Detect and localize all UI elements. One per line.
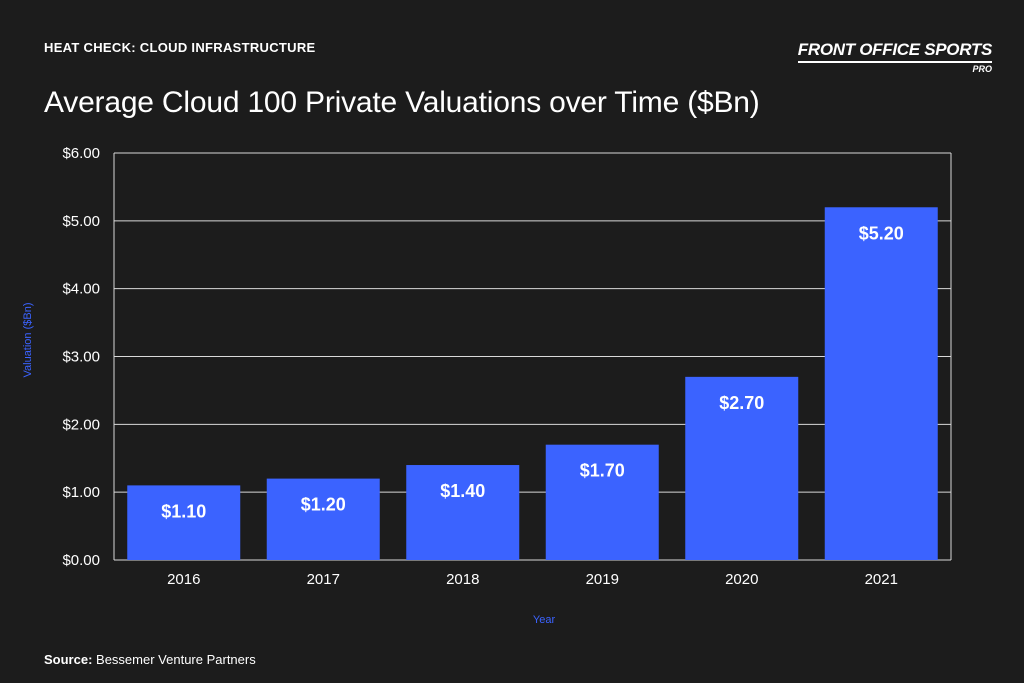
- bar: [266, 478, 380, 560]
- bar: [824, 207, 938, 560]
- bar: [406, 465, 520, 560]
- brand-logo: FRONT OFFICE SPORTS PRO: [797, 40, 992, 74]
- chart-title: Average Cloud 100 Private Valuations ove…: [44, 86, 760, 119]
- bar-value-label: $2.70: [719, 393, 764, 413]
- y-tick-label: $6.00: [62, 145, 100, 162]
- source-note: Source: Bessemer Venture Partners: [44, 652, 256, 667]
- source-text: Bessemer Venture Partners: [96, 652, 256, 667]
- bar-value-label: $1.20: [301, 495, 346, 515]
- y-tick-label: $1.00: [62, 484, 100, 501]
- y-tick-label: $3.00: [62, 349, 100, 366]
- x-tick-label: 2021: [865, 571, 898, 588]
- x-tick-label: 2018: [446, 571, 479, 588]
- brand-name: FRONT OFFICE SPORTS: [797, 40, 992, 63]
- brand-sub: PRO: [972, 64, 992, 74]
- bar-value-label: $1.10: [161, 501, 206, 521]
- x-tick-label: 2017: [307, 571, 340, 588]
- y-tick-label: $4.00: [62, 281, 100, 298]
- y-tick-label: $2.00: [62, 416, 100, 433]
- x-tick-label: 2020: [725, 571, 758, 588]
- x-axis-title: Year: [532, 614, 556, 626]
- source-label: Source:: [44, 652, 93, 667]
- x-tick-label: 2019: [586, 571, 619, 588]
- bar-value-label: $1.70: [580, 461, 625, 481]
- bar-value-label: $1.40: [440, 481, 485, 501]
- chart-kicker: HEAT CHECK: CLOUD INFRASTRUCTURE: [44, 40, 316, 55]
- bar: [127, 485, 241, 560]
- bar: [545, 444, 659, 560]
- y-tick-label: $5.00: [62, 213, 100, 230]
- x-tick-label: 2016: [167, 571, 200, 588]
- bar-value-label: $5.20: [859, 223, 904, 243]
- y-tick-label: $0.00: [62, 552, 100, 569]
- bar: [685, 376, 799, 560]
